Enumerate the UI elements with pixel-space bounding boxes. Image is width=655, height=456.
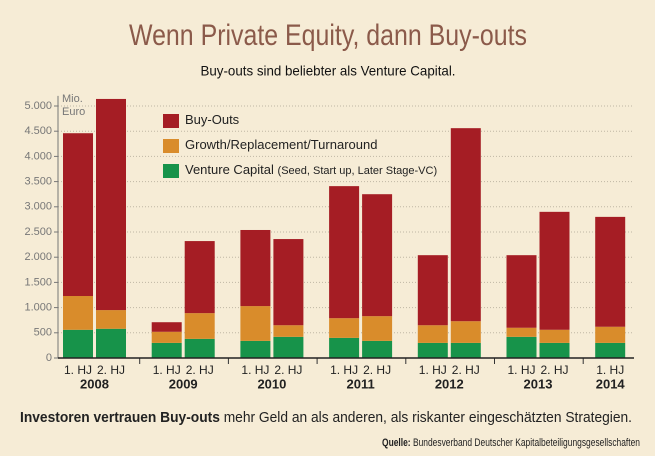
source-text: Bundesverband Deutscher Kapitalbeteiligu…: [411, 437, 640, 449]
group-label: 2012: [435, 376, 464, 391]
bar-segment: [63, 296, 93, 330]
bar-segment: [595, 216, 626, 327]
bar-segment: [362, 316, 393, 341]
bar-segment: [63, 133, 93, 297]
y-tick-label: 500: [34, 327, 52, 339]
legend-note: (Seed, Start up, Later Stage-VC): [278, 165, 438, 177]
y-tick-label: 3.500: [24, 176, 52, 188]
bar-segment: [151, 331, 182, 343]
bar-segment: [184, 313, 215, 339]
bar-segment: [273, 239, 304, 326]
bar-segment: [539, 211, 570, 330]
bar-segment: [417, 255, 448, 326]
legend-entry: Buy-Outs: [185, 112, 240, 127]
bar-segment: [450, 342, 481, 358]
bar-segment: [329, 186, 360, 319]
footer: Investoren vertrauen Buy-outs mehr Geld …: [20, 409, 632, 426]
footer-text: mehr Geld an als anderen, als riskanter …: [220, 409, 632, 426]
bar-segment: [240, 229, 271, 307]
group-label: 2009: [169, 376, 198, 391]
bar-segment: [417, 325, 448, 343]
bar-segment: [63, 329, 93, 358]
y-axis-label: Mio.: [62, 93, 83, 105]
y-tick-label: 1.000: [24, 302, 52, 314]
y-tick-label: 1.500: [24, 276, 52, 288]
legend-swatch: [163, 139, 179, 153]
bar-segment: [450, 128, 481, 322]
x-tick-label: 2. HJ: [452, 363, 480, 377]
bar-segment: [417, 342, 448, 358]
x-tick-label: 2. HJ: [363, 363, 391, 377]
bar-segment: [595, 326, 626, 343]
x-tick-label: 1. HJ: [507, 363, 535, 377]
legend-entry: Growth/Replacement/Turnaround: [185, 137, 377, 152]
y-tick-label: 0: [46, 352, 52, 364]
y-tick-label: 2.000: [24, 251, 52, 263]
legend-swatch: [163, 114, 179, 128]
bar-segment: [240, 340, 271, 358]
bar-segment: [362, 194, 393, 317]
bar-segment: [362, 340, 393, 358]
bar-segment: [450, 321, 481, 343]
y-tick-label: 2.500: [24, 226, 52, 238]
bar-segment: [96, 310, 126, 329]
x-tick-label: 2. HJ: [540, 363, 568, 377]
bar-segment: [273, 325, 304, 337]
bar-segment: [506, 336, 537, 358]
bar-segment: [539, 342, 570, 358]
x-tick-label: 1. HJ: [153, 363, 181, 377]
y-tick-label: 4.500: [24, 125, 52, 137]
bar-segment: [184, 241, 215, 314]
y-tick-label: 4.000: [24, 150, 52, 162]
x-tick-label: 2. HJ: [97, 363, 125, 377]
group-label: 2014: [596, 376, 626, 391]
legend-name: Growth/Replacement/Turnaround: [185, 137, 377, 152]
x-tick-label: 2. HJ: [186, 363, 214, 377]
bar-segment: [184, 338, 215, 358]
bar-segment: [506, 327, 537, 337]
bar-segment: [329, 337, 360, 358]
chart-title: Wenn Private Equity, dann Buy-outs: [129, 19, 527, 52]
y-tick-label: 5.000: [24, 100, 52, 112]
bar-segment: [96, 98, 126, 311]
x-tick-label: 2. HJ: [274, 363, 302, 377]
group-label: 2011: [346, 376, 374, 391]
legend-name: Buy-Outs: [185, 112, 240, 127]
group-label: 2010: [257, 376, 286, 391]
legend-entry: Venture Capital (Seed, Start up, Later S…: [185, 162, 437, 177]
x-tick-label: 1. HJ: [596, 363, 624, 377]
bar-segment: [329, 318, 360, 338]
group-label: 2013: [524, 376, 553, 391]
footer-bold: Investoren vertrauen Buy-outs: [20, 409, 220, 426]
bar-segment: [506, 255, 537, 328]
bar-segment: [539, 329, 570, 343]
legend-swatch: [163, 164, 179, 178]
x-tick-label: 1. HJ: [64, 363, 92, 377]
bar-segment: [151, 322, 182, 332]
y-tick-label: 3.000: [24, 201, 52, 213]
chart-subtitle: Buy-outs sind beliebter als Venture Capi…: [201, 63, 456, 79]
source: Quelle: Bundesverband Deutscher Kapitalb…: [382, 437, 640, 449]
bar-segment: [273, 336, 304, 358]
legend-name: Venture Capital: [185, 162, 274, 177]
bar-segment: [595, 342, 626, 358]
x-tick-label: 1. HJ: [241, 363, 269, 377]
bar-segment: [151, 342, 182, 358]
x-tick-label: 1. HJ: [419, 363, 447, 377]
bar-segment: [240, 306, 271, 341]
group-label: 2008: [80, 376, 109, 391]
x-tick-label: 1. HJ: [330, 363, 358, 377]
source-label: Quelle:: [382, 437, 411, 449]
y-axis-label: Euro: [62, 106, 85, 118]
bar-segment: [96, 328, 126, 358]
